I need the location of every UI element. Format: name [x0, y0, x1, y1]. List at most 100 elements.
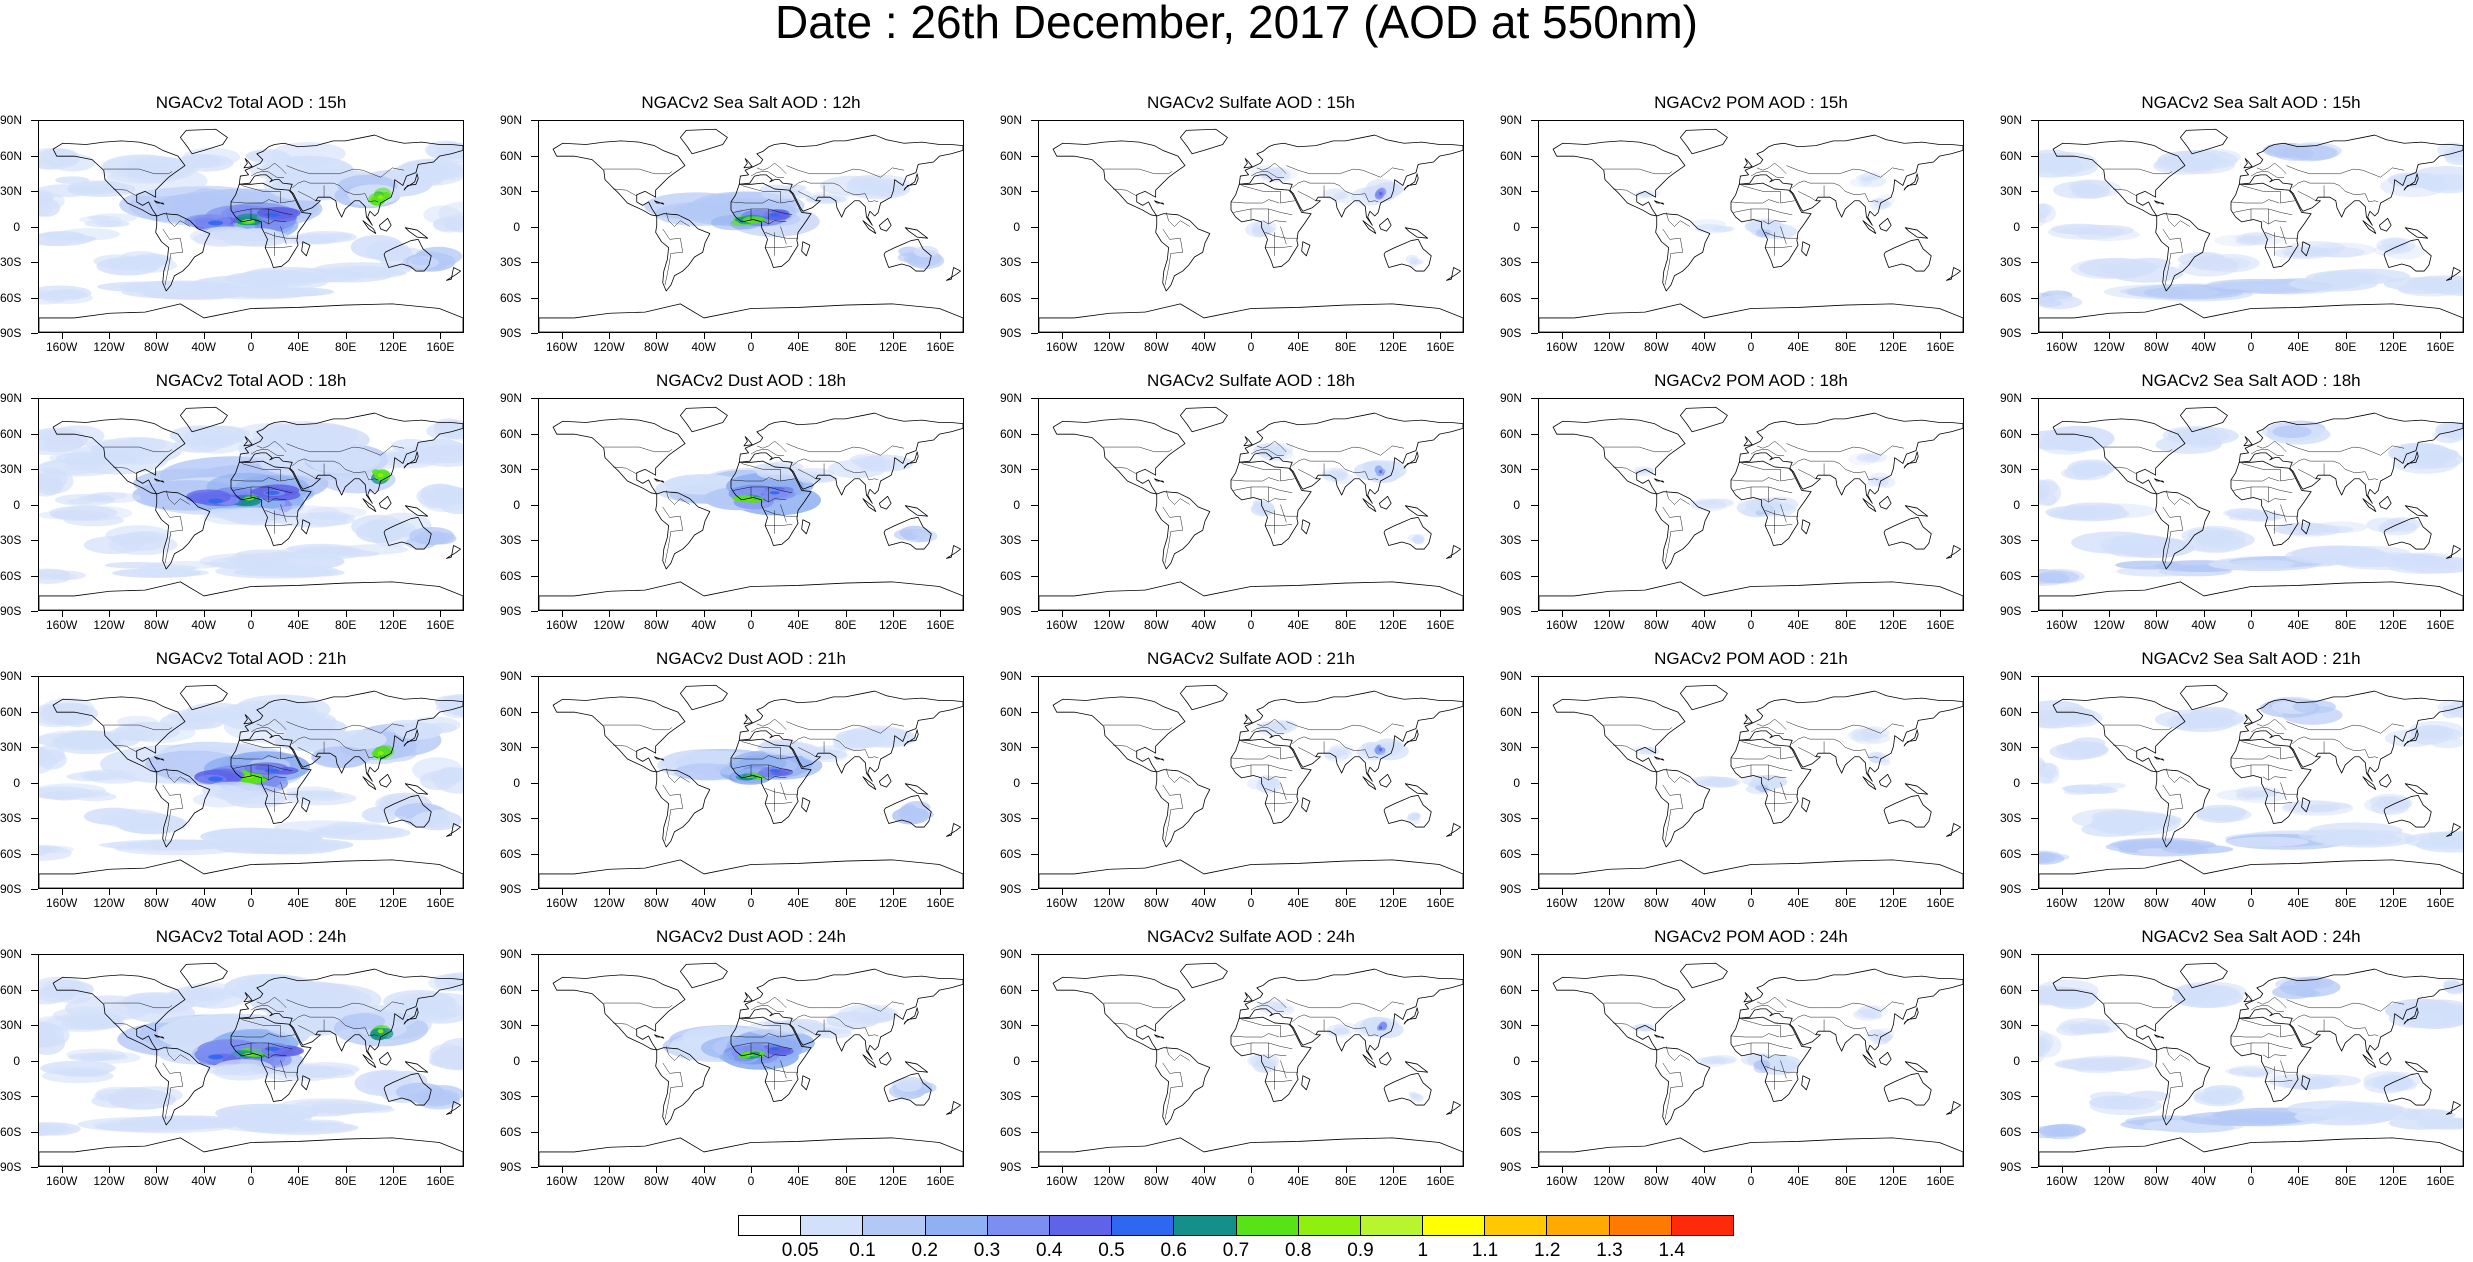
coastline: [1383, 516, 1432, 550]
aod-blob: [39, 704, 84, 726]
lat-tick-label: 90S: [2000, 326, 2022, 340]
lon-tick: [1393, 333, 1394, 339]
coastline: [1654, 756, 1665, 761]
aod-map: [538, 120, 964, 333]
aod-blob: [2039, 213, 2047, 227]
aod-blob: [1642, 467, 1656, 473]
panel-title: NGACv2 Total AOD : 15h: [155, 93, 347, 112]
lat-tick-label: 30N: [1000, 1018, 1023, 1032]
border-line: [786, 443, 905, 456]
lat-tick-label: 60N: [500, 426, 523, 441]
lon-tick: [2203, 1167, 2205, 1173]
aod-blob: [327, 821, 383, 830]
lat-tick: [31, 853, 38, 855]
border-line: [1797, 747, 1816, 757]
lat-tick-label: 30N: [500, 740, 523, 754]
aod-blob: [1701, 1055, 1729, 1064]
lon-tick-label: 40E: [1787, 896, 1809, 910]
lat-tick: [1031, 226, 1038, 228]
border-line: [265, 1080, 293, 1082]
lat-tick: [2031, 540, 2038, 541]
coastline: [801, 519, 811, 535]
aod-field: [39, 140, 463, 305]
lon-tick: [109, 611, 110, 617]
lon-tick-label: 120E: [1878, 896, 1908, 910]
lat-tick: [531, 782, 538, 784]
lat-tick-label: 30N: [2000, 740, 2023, 754]
lon-tick: [109, 889, 110, 895]
lon-tick-label: 160E: [2426, 896, 2455, 910]
aod-blob: [1862, 1012, 1878, 1019]
lat-tick: [1531, 1096, 1538, 1097]
lat-tick-label: 90S: [0, 326, 22, 340]
aod-colorbar: [738, 1215, 1734, 1236]
aod-blob: [1643, 1027, 1655, 1031]
map-canvas: [2039, 128, 2463, 332]
aod-blob: [1869, 472, 1890, 486]
lon-tick: [2393, 333, 2394, 339]
country-borders: [603, 440, 905, 564]
lat-tick: [2031, 398, 2038, 399]
coastline: [903, 173, 919, 191]
coastline: [1862, 498, 1877, 512]
lon-tick: [1609, 333, 1610, 339]
border-line: [265, 232, 299, 239]
lat-tick: [531, 818, 538, 819]
coastline: [730, 460, 812, 546]
border-line: [2230, 199, 2280, 204]
coastline: [878, 773, 892, 788]
lon-tick-label: 40W: [2191, 618, 2216, 632]
aod-blob: [2292, 699, 2336, 714]
aod-blob: [1259, 447, 1294, 462]
aod-blob: [39, 751, 55, 774]
lat-tick-label: 60S: [500, 568, 522, 583]
coastline: [655, 491, 711, 570]
border-line: [741, 185, 795, 204]
lon-tick: [2298, 889, 2300, 895]
lat-tick-label: 30S: [0, 811, 22, 825]
coastline: [654, 200, 665, 205]
aod-map: [1038, 954, 1464, 1167]
lon-tick: [845, 333, 847, 339]
coastline: [2378, 495, 2392, 510]
border-line: [1103, 168, 1173, 175]
border-line: [780, 504, 787, 523]
border-line: [603, 1002, 673, 1009]
lat-tick-label: 90N: [2000, 113, 2023, 127]
coastline: [2301, 241, 2311, 257]
lat-tick: [31, 1025, 38, 1026]
border-line: [286, 443, 405, 456]
aod-blob: [1643, 746, 1653, 750]
aod-blob: [1710, 226, 1733, 233]
lat-tick-label: 60N: [500, 704, 523, 719]
border-line: [750, 727, 784, 734]
lat-tick: [1031, 889, 1038, 890]
lat-tick-label: 0: [1013, 219, 1020, 234]
panel-title: NGACv2 Sulfate AOD : 21h: [1147, 649, 1355, 668]
aod-blob: [64, 462, 98, 471]
coastline: [1539, 859, 1963, 888]
border-line: [2280, 1060, 2287, 1079]
lon-tick: [2440, 611, 2442, 617]
border-line: [2256, 162, 2287, 174]
coastline: [301, 241, 311, 257]
aod-core: [264, 768, 280, 773]
aod-core: [769, 1047, 780, 1051]
aod-blob: [1851, 731, 1882, 745]
border-line: [2230, 755, 2280, 760]
aod-blob: [1858, 176, 1886, 188]
lon-tick: [609, 333, 610, 339]
border-line: [1762, 776, 1787, 781]
lon-tick-label: 160W: [1045, 618, 1078, 632]
lat-tick-label: 0: [513, 497, 520, 512]
border-line: [162, 228, 183, 286]
colorbar-label: 1.2: [1534, 1240, 1561, 1261]
lat-tick-label: 60S: [1500, 290, 1522, 305]
aod-blob: [2126, 1090, 2171, 1102]
lon-tick-label: 120W: [1593, 896, 1625, 910]
lon-tick: [656, 889, 658, 895]
lat-tick-label: 60S: [1500, 846, 1522, 861]
aod-blob: [2390, 245, 2412, 254]
border-line: [665, 490, 690, 505]
aod-blob: [2039, 152, 2072, 172]
